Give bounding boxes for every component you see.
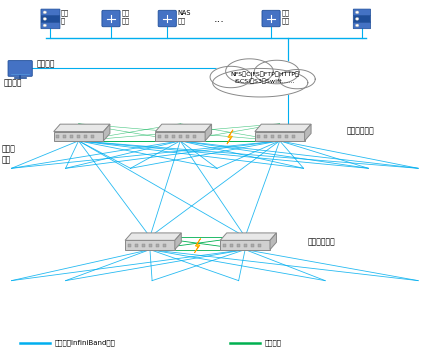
Bar [84, 135, 87, 138]
Polygon shape [54, 132, 103, 141]
Circle shape [355, 11, 359, 14]
Bar [271, 135, 274, 138]
Polygon shape [175, 233, 181, 250]
Polygon shape [227, 130, 233, 144]
Text: 以太网或InfiniBand网络: 以太网或InfiniBand网络 [55, 340, 115, 346]
Circle shape [43, 24, 46, 27]
Bar [244, 243, 247, 247]
Bar [193, 135, 196, 138]
Polygon shape [155, 132, 205, 141]
Circle shape [355, 24, 359, 27]
Text: 外部共享网络: 外部共享网络 [347, 126, 375, 135]
Text: 分布式
存储: 分布式 存储 [2, 144, 16, 164]
Bar [179, 135, 182, 138]
Bar [279, 135, 282, 138]
Text: NFS、CIFS、FTP、HTTP、
iSCSI、S3、Swift……: NFS、CIFS、FTP、HTTP、 iSCSI、S3、Swift…… [230, 72, 299, 84]
Polygon shape [255, 124, 311, 132]
Bar [141, 243, 145, 247]
Polygon shape [254, 60, 299, 84]
Bar [230, 243, 233, 247]
Bar [77, 135, 80, 138]
Polygon shape [305, 124, 311, 141]
FancyBboxPatch shape [353, 9, 371, 16]
Text: 管理维护: 管理维护 [4, 78, 22, 87]
Bar [237, 243, 240, 247]
Polygon shape [255, 132, 305, 141]
Bar [70, 135, 73, 138]
Text: ...: ... [214, 14, 225, 24]
Text: 邮件
服务: 邮件 服务 [122, 10, 129, 24]
Polygon shape [270, 233, 276, 250]
Bar [91, 135, 94, 138]
Bar [149, 243, 151, 247]
FancyBboxPatch shape [353, 22, 371, 29]
Text: 视频
存储: 视频 存储 [282, 10, 289, 24]
Polygon shape [125, 240, 175, 250]
Text: 千兆网络: 千兆网络 [265, 340, 282, 346]
Polygon shape [226, 59, 273, 84]
FancyBboxPatch shape [158, 10, 176, 27]
Bar [293, 135, 296, 138]
FancyBboxPatch shape [8, 61, 32, 76]
Polygon shape [220, 233, 276, 240]
FancyBboxPatch shape [102, 10, 120, 27]
Polygon shape [125, 233, 181, 240]
FancyBboxPatch shape [41, 9, 60, 16]
Bar [286, 135, 289, 138]
Circle shape [355, 18, 359, 20]
Bar [186, 135, 189, 138]
Bar [172, 135, 175, 138]
FancyBboxPatch shape [41, 22, 60, 29]
Polygon shape [220, 240, 270, 250]
Circle shape [43, 11, 46, 14]
Text: 内部交换网络: 内部交换网络 [308, 237, 335, 246]
Text: 数据
库: 数据 库 [61, 10, 69, 24]
Polygon shape [54, 124, 110, 132]
Text: NAS
共享: NAS 共享 [178, 10, 191, 24]
Polygon shape [279, 69, 315, 89]
Circle shape [43, 18, 46, 20]
Bar [264, 135, 267, 138]
Bar [257, 135, 260, 138]
FancyBboxPatch shape [41, 16, 60, 22]
Polygon shape [210, 66, 252, 88]
Bar [251, 243, 254, 247]
Bar [158, 135, 161, 138]
Bar [156, 243, 159, 247]
Bar [63, 135, 66, 138]
Bar [128, 243, 131, 247]
Polygon shape [205, 124, 211, 141]
FancyBboxPatch shape [262, 10, 280, 27]
Polygon shape [213, 68, 308, 97]
Bar [258, 243, 261, 247]
Text: 管理网络: 管理网络 [36, 60, 55, 69]
Bar [56, 135, 59, 138]
Polygon shape [194, 238, 201, 253]
Bar [135, 243, 138, 247]
Polygon shape [155, 124, 211, 132]
FancyBboxPatch shape [353, 16, 371, 22]
Bar [165, 135, 168, 138]
Polygon shape [103, 124, 110, 141]
Bar [223, 243, 226, 247]
Bar [163, 243, 166, 247]
